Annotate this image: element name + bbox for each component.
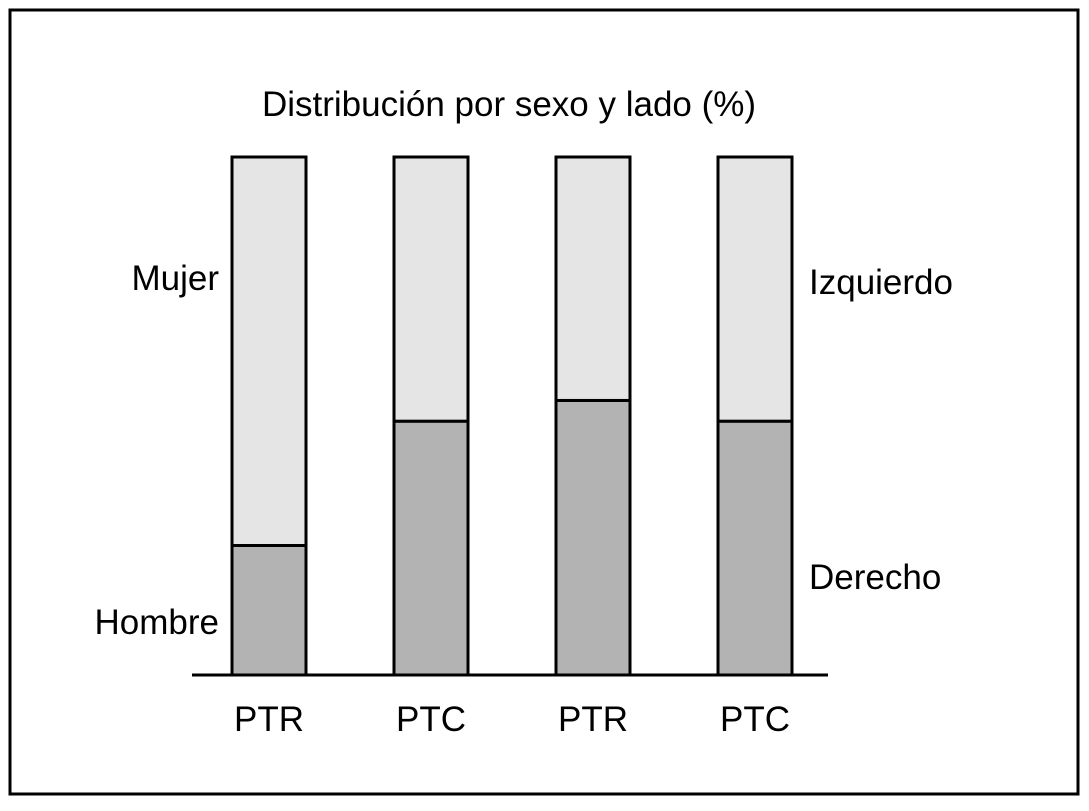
tick-labels: PTR PTC PTR PTC xyxy=(234,700,790,739)
x-tick-label-2: PTC xyxy=(396,700,466,739)
bar-2-segment-izquierdo xyxy=(392,155,470,423)
right-label-bottom: Derecho xyxy=(809,558,941,597)
bar-4-segment-hombre xyxy=(716,419,794,677)
x-tick-label-3: PTR xyxy=(558,700,628,739)
left-label-top: Mujer xyxy=(131,259,219,298)
bar-4-segment-izquierdo xyxy=(716,155,794,423)
right-label-top: Izquierdo xyxy=(809,263,953,302)
bar-3-segment-hombre xyxy=(554,398,632,677)
bar-2-segment-hombre xyxy=(392,419,470,677)
bar-1-segment-hombre xyxy=(230,544,308,677)
bar-1-segment-mujer xyxy=(230,155,308,547)
chart-title: Distribución por sexo y lado (%) xyxy=(262,85,756,124)
x-tick-label-1: PTR xyxy=(234,700,304,739)
chart-border xyxy=(8,8,1080,796)
x-tick-label-4: PTC xyxy=(720,700,790,739)
bars-layer xyxy=(230,155,794,677)
bar-3-segment-izquierdo xyxy=(554,155,632,402)
left-label-bottom: Hombre xyxy=(95,603,219,642)
